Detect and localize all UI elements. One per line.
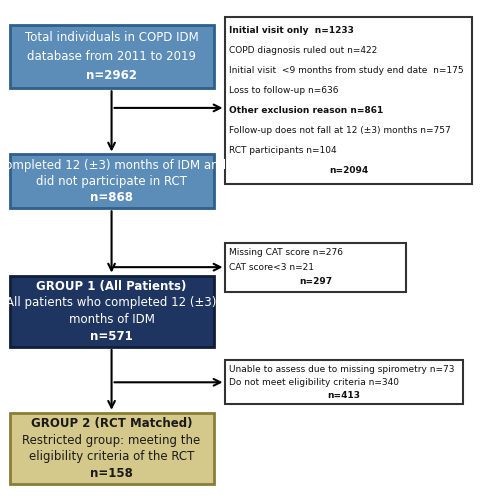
Text: n=158: n=158	[90, 466, 133, 479]
Text: Missing CAT score n=276: Missing CAT score n=276	[229, 248, 343, 258]
Text: Other exclusion reason n=861: Other exclusion reason n=861	[229, 106, 383, 115]
FancyBboxPatch shape	[10, 413, 213, 484]
Text: Follow-up does not fall at 12 (±3) months n=757: Follow-up does not fall at 12 (±3) month…	[229, 126, 451, 135]
Text: eligibility criteria of the RCT: eligibility criteria of the RCT	[29, 450, 194, 463]
Text: All patients who completed 12 (±3): All patients who completed 12 (±3)	[6, 296, 217, 310]
FancyBboxPatch shape	[10, 24, 213, 88]
Text: Restricted group: meeting the: Restricted group: meeting the	[22, 434, 201, 446]
Text: GROUP 1 (All Patients): GROUP 1 (All Patients)	[36, 280, 187, 293]
Text: Unable to assess due to missing spirometry n=73: Unable to assess due to missing spiromet…	[229, 365, 454, 374]
FancyBboxPatch shape	[226, 360, 463, 405]
FancyBboxPatch shape	[226, 17, 472, 184]
Text: GROUP 2 (RCT Matched): GROUP 2 (RCT Matched)	[31, 417, 192, 430]
Text: Total individuals in COPD IDM: Total individuals in COPD IDM	[25, 30, 198, 44]
Text: Loss to follow-up n=636: Loss to follow-up n=636	[229, 86, 339, 95]
Text: n=571: n=571	[90, 330, 133, 342]
Text: months of IDM: months of IDM	[69, 313, 154, 326]
Text: Initial visit only  n=1233: Initial visit only n=1233	[229, 26, 354, 35]
Text: Completed 12 (±3) months of IDM and: Completed 12 (±3) months of IDM and	[0, 158, 226, 172]
Text: database from 2011 to 2019: database from 2011 to 2019	[27, 50, 196, 63]
Text: n=2962: n=2962	[86, 70, 137, 82]
FancyBboxPatch shape	[10, 276, 213, 347]
FancyBboxPatch shape	[226, 242, 406, 292]
Text: n=868: n=868	[90, 191, 133, 204]
Text: Initial visit  <9 months from study end date  n=175: Initial visit <9 months from study end d…	[229, 66, 464, 75]
Text: COPD diagnosis ruled out n=422: COPD diagnosis ruled out n=422	[229, 46, 378, 55]
Text: did not participate in RCT: did not participate in RCT	[36, 175, 187, 188]
Text: n=2094: n=2094	[329, 166, 368, 175]
Text: RCT participants n=104: RCT participants n=104	[229, 146, 337, 156]
Text: Do not meet eligibility criteria n=340: Do not meet eligibility criteria n=340	[229, 378, 399, 387]
Text: CAT score<3 n=21: CAT score<3 n=21	[229, 262, 314, 272]
Text: n=413: n=413	[328, 390, 361, 400]
Text: n=297: n=297	[299, 277, 332, 286]
FancyBboxPatch shape	[10, 154, 213, 208]
